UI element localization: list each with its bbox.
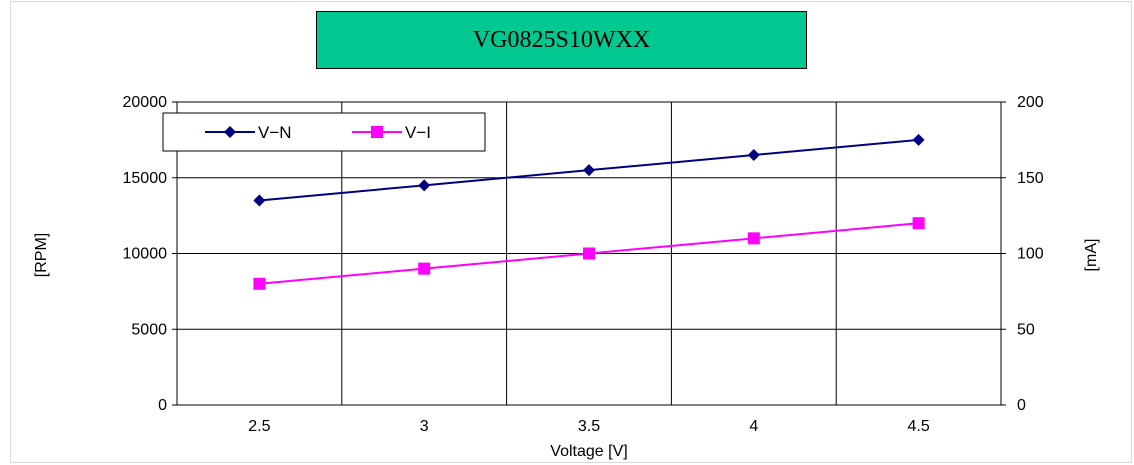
x-axis-title: Voltage [V]: [550, 443, 627, 460]
square-marker: [583, 247, 595, 260]
series-group: [253, 133, 925, 290]
legend: V−N V−I: [162, 112, 486, 152]
x-axis-ticks: 2.5 3 3.5 4 4.5: [248, 418, 930, 435]
y2-tick-label: 200: [1017, 94, 1044, 111]
square-marker: [418, 262, 431, 275]
legend-label: V−N: [258, 123, 292, 142]
y-tick-label: 5000: [131, 321, 167, 338]
diamond-marker: [253, 194, 266, 207]
diamond-marker: [583, 164, 595, 177]
y2-axis-title: [mA]: [1083, 239, 1100, 272]
diamond-marker: [912, 133, 925, 146]
y2-tick-label: 0: [1017, 397, 1026, 414]
chart-frame: [10, 1, 1132, 463]
y-axis-title: [RPM]: [33, 233, 50, 277]
y-tick-label: 15000: [123, 170, 168, 187]
x-tick-label: 4: [749, 418, 758, 435]
square-marker: [371, 126, 383, 138]
y2-tick-label: 50: [1017, 321, 1035, 338]
x-tick-label: 3: [420, 418, 429, 435]
left-axis-ticks: 0 5000 10000 15000 20000: [123, 94, 177, 414]
y2-tick-label: 150: [1017, 170, 1044, 187]
y-tick-label: 0: [158, 397, 167, 414]
y-tick-label: 10000: [123, 246, 168, 263]
square-marker: [253, 277, 266, 290]
x-tick-label: 3.5: [578, 418, 600, 435]
legend-label: V−I: [405, 123, 431, 142]
x-tick-label: 2.5: [248, 418, 270, 435]
right-axis-ticks: 0 50 100 150 200: [1001, 94, 1044, 414]
diamond-marker: [747, 149, 760, 162]
diamond-marker: [418, 179, 431, 192]
x-tick-label: 4.5: [907, 418, 929, 435]
diamond-marker: [224, 126, 236, 138]
square-marker: [747, 232, 760, 245]
y-tick-label: 20000: [123, 94, 168, 111]
square-marker: [912, 217, 925, 230]
y2-tick-label: 100: [1017, 246, 1044, 263]
chart-title: VG0825S10WXX: [316, 11, 807, 69]
